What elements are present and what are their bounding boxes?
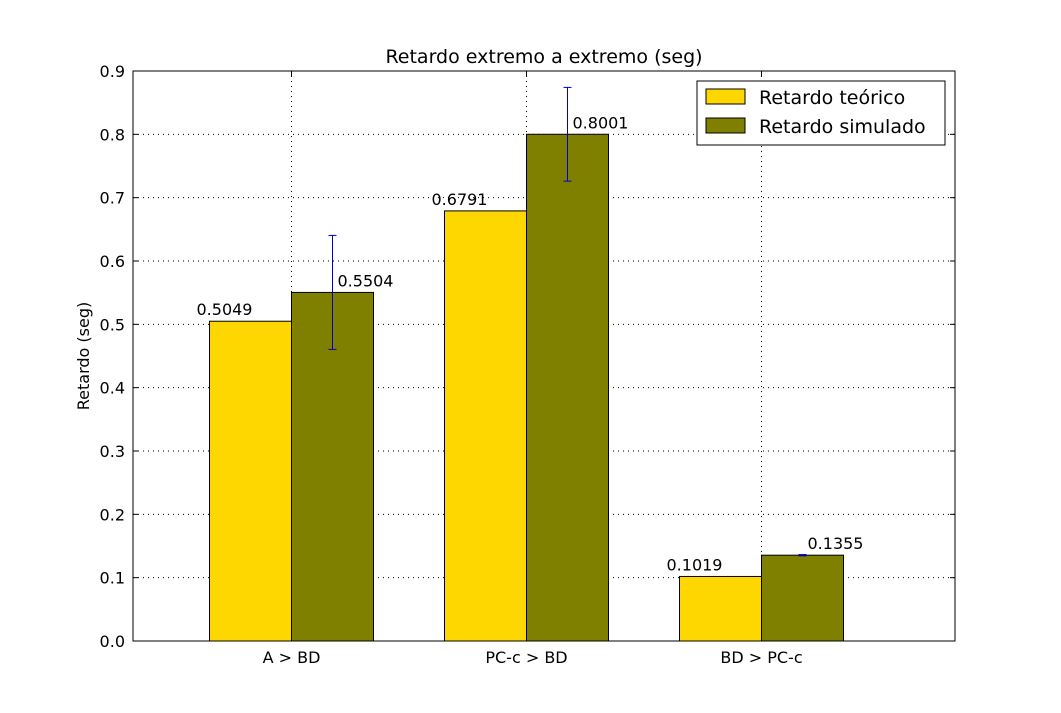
x-tick-label: PC-c > BD [485,648,567,667]
y-tick-label: 0.6 [100,252,125,271]
legend-swatch-simulado [705,117,746,134]
y-axis-label: Retardo (seg) [74,302,93,410]
y-tick-label: 0.3 [100,442,125,461]
y-tick-label: 0.0 [100,632,125,651]
legend-swatch-teorico [705,88,746,105]
data-label: 0.6791 [432,190,488,209]
data-label: 0.1355 [808,534,864,553]
x-tick-label: A > BD [263,648,321,667]
data-label: 0.5504 [338,271,394,290]
legend: Retardo teórico Retardo simulado [696,80,946,146]
bar-simulado [526,133,609,642]
y-tick-label: 0.4 [100,379,125,398]
y-tick-label: 0.9 [100,62,125,81]
error-bars [328,86,807,557]
y-tick-label: 0.5 [100,315,125,334]
y-tick-label: 0.8 [100,125,125,144]
bar-simulado [761,554,844,642]
bar-simulado [291,291,374,642]
y-tick-label: 0.7 [100,189,125,208]
y-tick-label: 0.1 [100,569,125,588]
data-labels: 0.5049 0.6791 0.1019 0.5504 0.8001 0.1355 [197,113,864,574]
plot-frame [132,70,956,642]
data-label: 0.1019 [667,555,723,574]
y-tick-label: 0.2 [100,505,125,524]
data-label: 0.8001 [573,113,629,132]
bar-teorico [209,320,292,642]
legend-label-simulado: Retardo simulado [759,116,926,138]
bar-teorico [679,575,762,642]
ticks: 0.0 0.1 0.2 0.3 0.4 0.5 0.6 0.7 0.8 0.9 A > BD PC-c… [100,62,955,667]
legend-label-teorico: Retardo teórico [759,87,905,109]
bar-teorico [444,210,527,642]
chart-title: Retardo extremo a extremo (seg) [385,46,702,68]
data-label: 0.5049 [197,300,253,319]
x-tick-label: BD > PC-c [720,648,802,667]
